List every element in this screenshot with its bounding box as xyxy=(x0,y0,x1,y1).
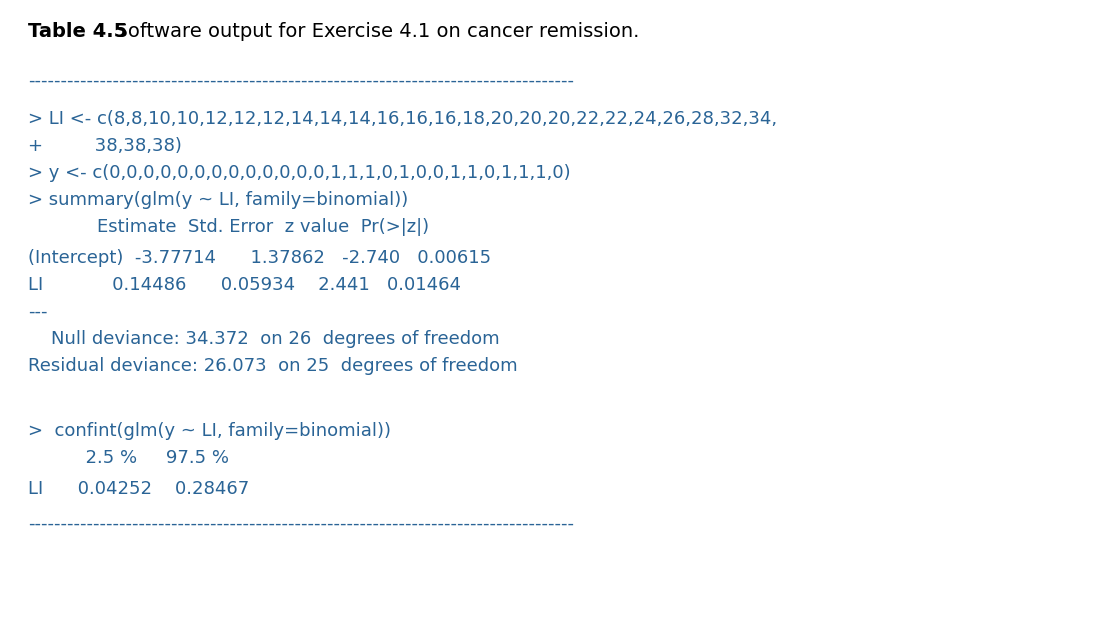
Text: +         38,38,38): + 38,38,38) xyxy=(28,137,182,155)
Text: > LI <- c(8,8,10,10,12,12,12,14,14,14,16,16,16,18,20,20,20,22,22,24,26,28,32,34,: > LI <- c(8,8,10,10,12,12,12,14,14,14,16… xyxy=(28,110,777,128)
Text: > y <- c(0,0,0,0,0,0,0,0,0,0,0,0,0,1,1,1,0,1,0,0,1,1,0,1,1,1,0): > y <- c(0,0,0,0,0,0,0,0,0,0,0,0,0,1,1,1… xyxy=(28,164,571,182)
Text: Table 4.5: Table 4.5 xyxy=(28,22,128,41)
Text: Residual deviance: 26.073  on 25  degrees of freedom: Residual deviance: 26.073 on 25 degrees … xyxy=(28,357,518,375)
Text: (Intercept)  -3.77714      1.37862   -2.740   0.00615: (Intercept) -3.77714 1.37862 -2.740 0.00… xyxy=(28,249,491,267)
Text: --------------------------------------------------------------------------------: ----------------------------------------… xyxy=(28,515,574,533)
Text: LI      0.04252    0.28467: LI 0.04252 0.28467 xyxy=(28,480,249,498)
Text: LI            0.14486      0.05934    2.441   0.01464: LI 0.14486 0.05934 2.441 0.01464 xyxy=(28,276,461,294)
Text: ---: --- xyxy=(28,303,48,321)
Text: Estimate  Std. Error  z value  Pr(>|z|): Estimate Std. Error z value Pr(>|z|) xyxy=(28,218,429,236)
Text: > summary(glm(y ~ LI, family=binomial)): > summary(glm(y ~ LI, family=binomial)) xyxy=(28,191,408,209)
Text: 2.5 %     97.5 %: 2.5 % 97.5 % xyxy=(28,449,229,467)
Text: Software output for Exercise 4.1 on cancer remission.: Software output for Exercise 4.1 on canc… xyxy=(103,22,639,41)
Text: >  confint(glm(y ~ LI, family=binomial)): > confint(glm(y ~ LI, family=binomial)) xyxy=(28,422,391,440)
Text: --------------------------------------------------------------------------------: ----------------------------------------… xyxy=(28,72,574,90)
Text: Null deviance: 34.372  on 26  degrees of freedom: Null deviance: 34.372 on 26 degrees of f… xyxy=(28,330,500,348)
